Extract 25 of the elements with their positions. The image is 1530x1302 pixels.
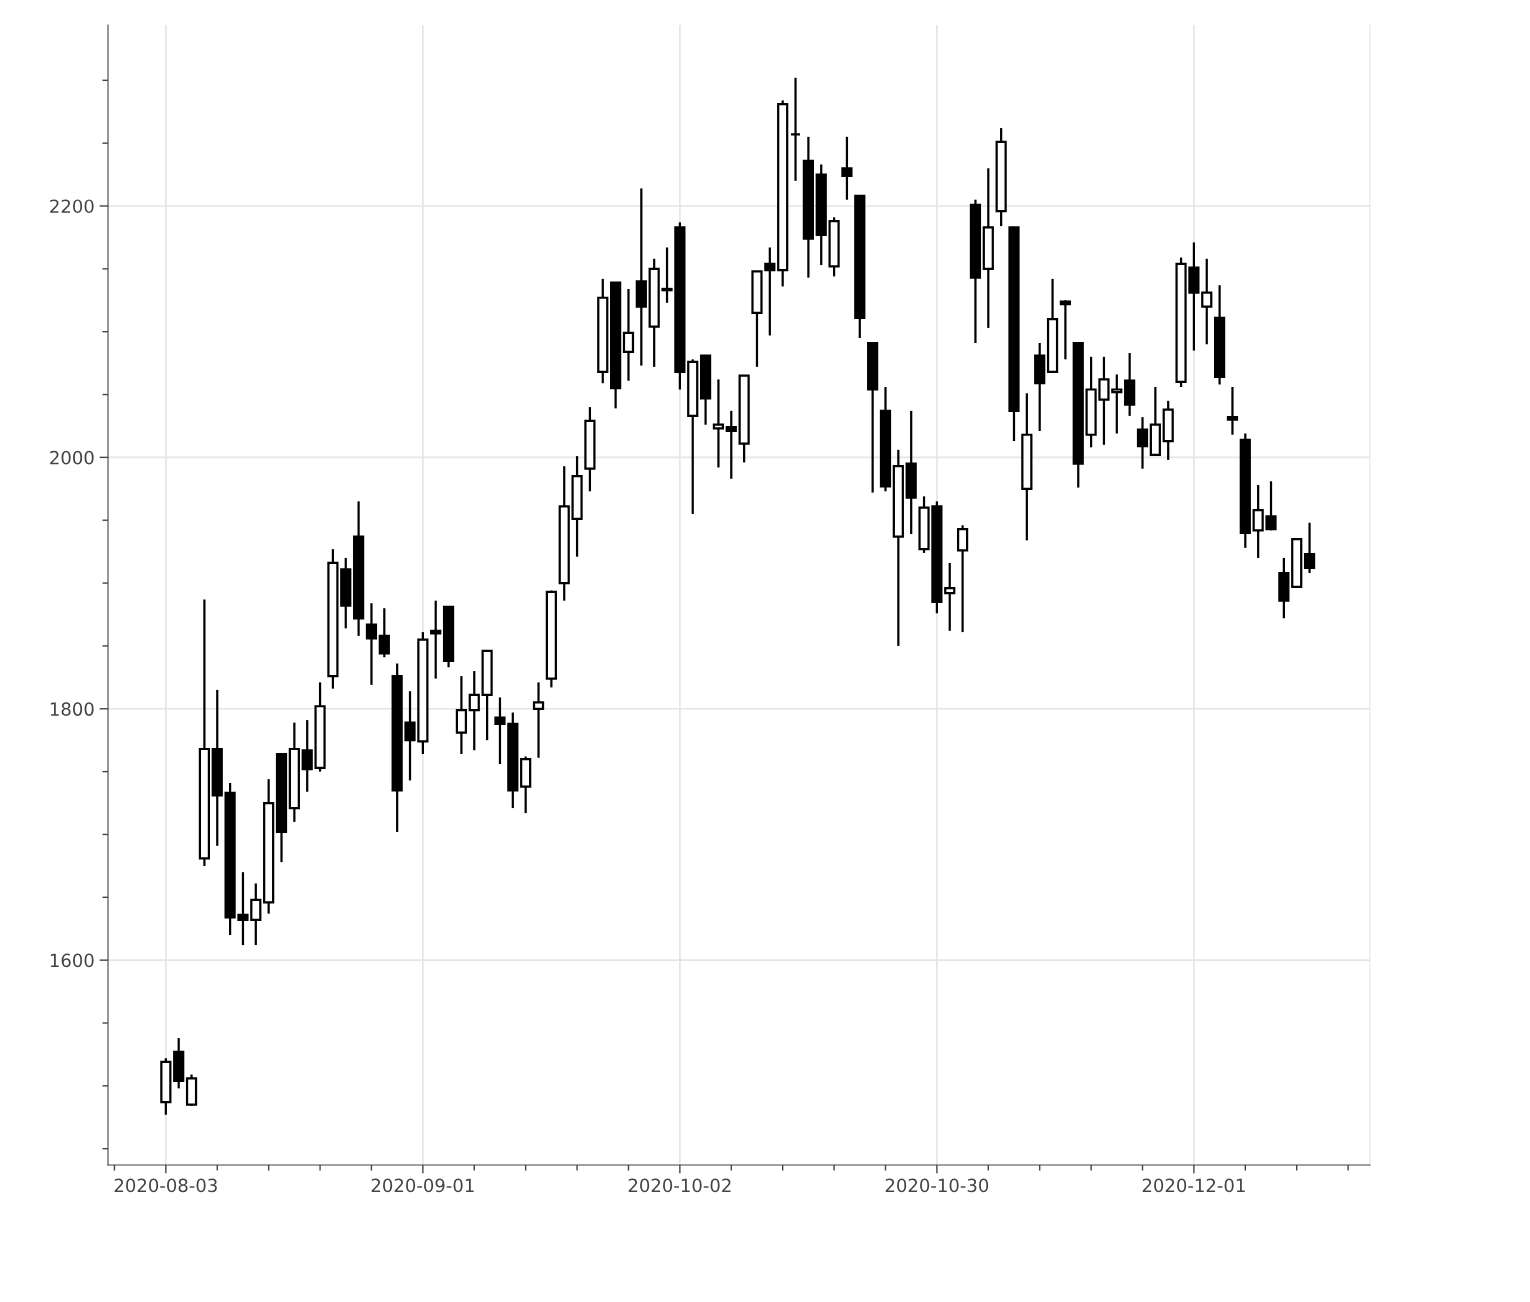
candlestick [712, 378, 725, 469]
candlestick [532, 681, 545, 759]
candlestick [468, 669, 480, 752]
candlestick [1226, 385, 1239, 436]
candlestick [455, 674, 468, 756]
y-tick-label: 2200 [50, 199, 94, 214]
x-tick-label: 2020-12-01 [1142, 1178, 1245, 1193]
candlestick [378, 607, 390, 659]
x-tick-label: 2020-10-30 [885, 1178, 989, 1193]
y-tick-label: 1600 [50, 953, 94, 968]
candlestick [841, 135, 853, 201]
candlestick [365, 602, 378, 686]
x-tick-label: 2020-10-02 [628, 1178, 731, 1193]
candlestick [1136, 416, 1149, 470]
candlestick [1059, 299, 1072, 361]
candlestick [956, 524, 969, 634]
x-tick-label: 2020-08-03 [114, 1178, 217, 1193]
y-tick-label: 1800 [50, 702, 94, 716]
candlestick [725, 409, 737, 480]
candlestick [622, 287, 635, 382]
x-tick-label: 2020-09-01 [371, 1178, 474, 1193]
candlestick [1303, 521, 1316, 575]
y-tick-label: 2000 [50, 450, 94, 465]
candlestick [1124, 351, 1136, 418]
candlestick [430, 599, 442, 680]
